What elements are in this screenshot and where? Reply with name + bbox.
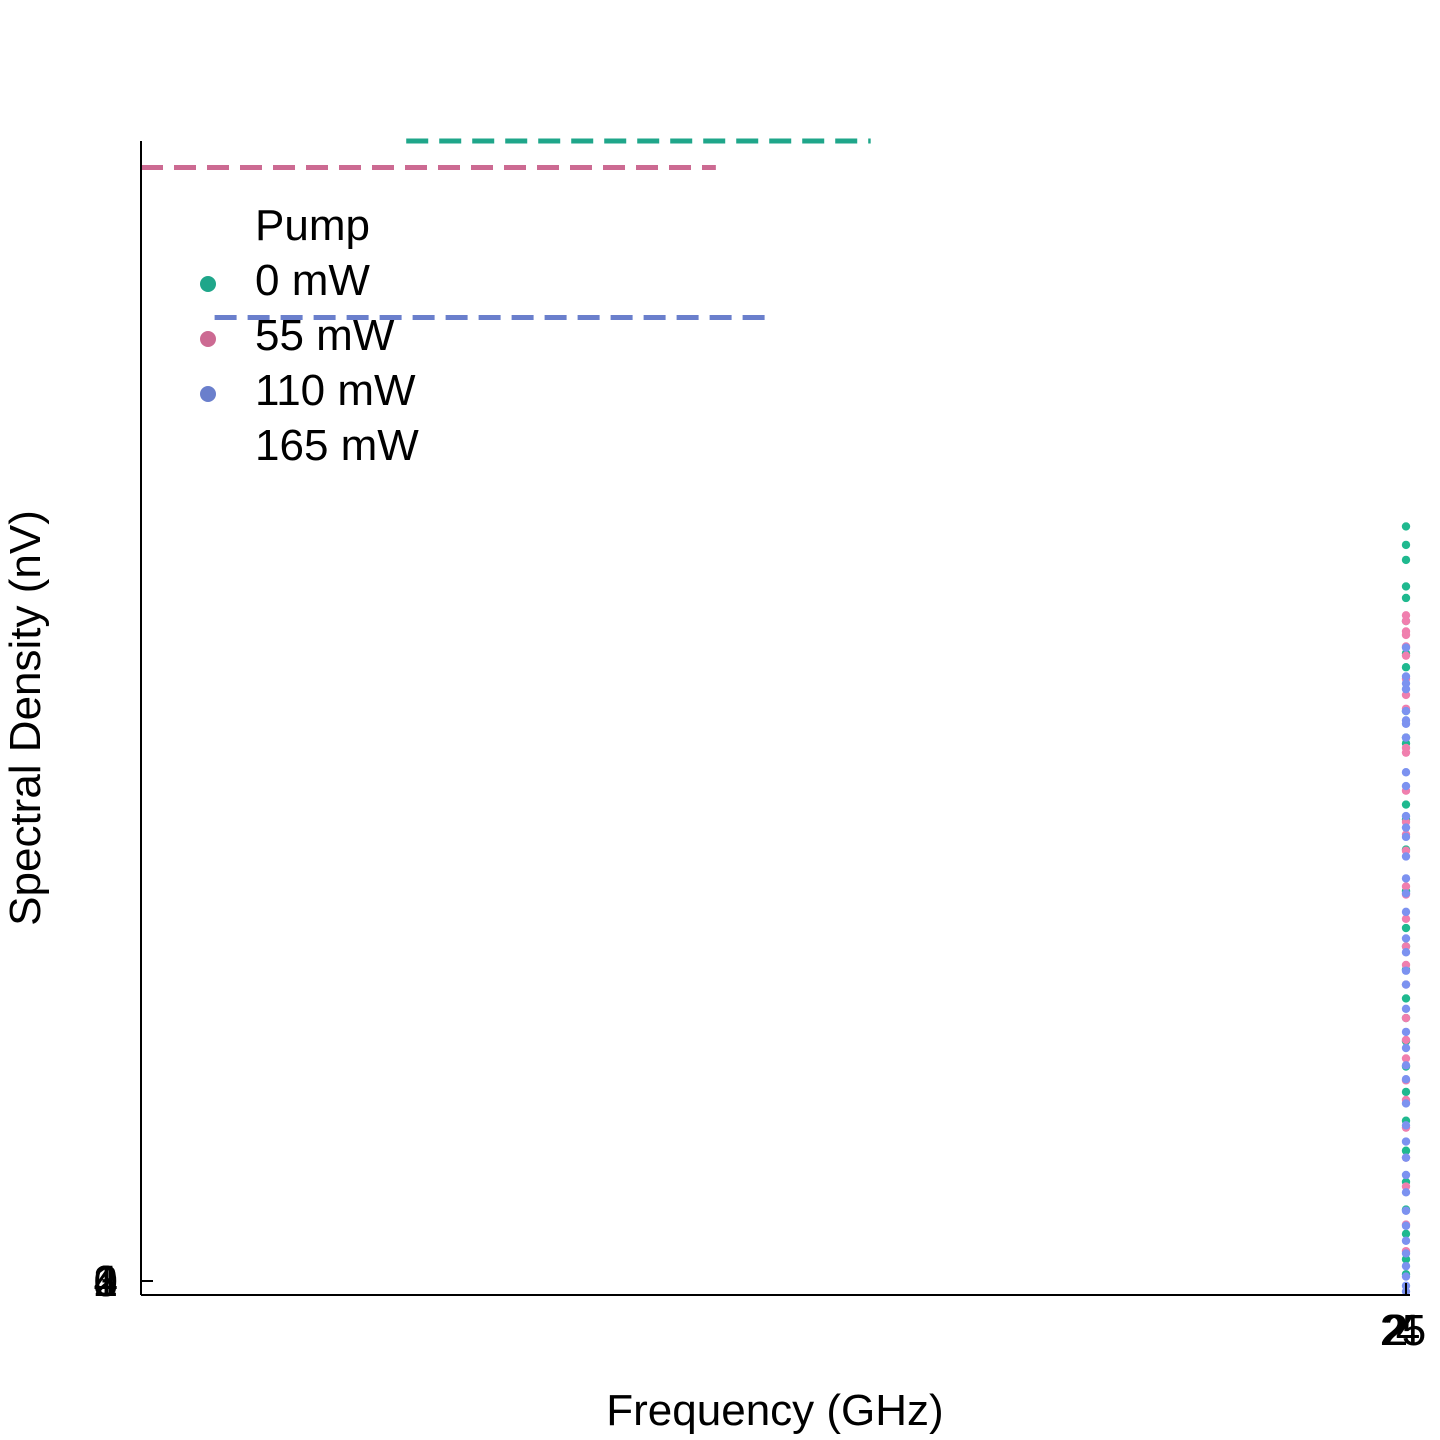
data-point-series2-26 — [1401, 1099, 1411, 1108]
data-point-series1-23 — [1401, 1054, 1411, 1063]
data-point-series1-7 — [1401, 690, 1411, 700]
data-point-series1-5 — [1401, 651, 1411, 660]
data-point-series1-0 — [1401, 611, 1411, 620]
data-point-series2-24 — [1401, 1061, 1411, 1070]
data-point-series1-17 — [1401, 914, 1411, 923]
x-axis-label: Frequency (GHz) — [606, 1386, 943, 1435]
data-point-series0-4 — [1401, 593, 1411, 603]
x-tick-label-2: 2 — [1384, 1306, 1408, 1355]
data-point-series1-10 — [1401, 748, 1411, 757]
data-point-series2-18 — [1401, 948, 1411, 957]
data-point-series2-7 — [1401, 733, 1411, 742]
x-tick-label-4: 5 — [1402, 1306, 1426, 1355]
data-point-series0-24 — [1401, 1146, 1411, 1155]
data-point-series1-12 — [1401, 817, 1411, 827]
data-point-series1-14 — [1401, 846, 1411, 855]
data-point-series2-9 — [1401, 781, 1411, 791]
data-point-series2-13 — [1401, 852, 1411, 861]
data-point-series2-15 — [1401, 889, 1411, 898]
data-point-series2-0 — [1401, 643, 1411, 652]
legend-marker-0mw — [200, 276, 216, 292]
data-point-series0-1 — [1401, 540, 1411, 550]
y-tick-label-1: 1 — [94, 1257, 118, 1306]
data-point-series0-15 — [1401, 923, 1411, 933]
legend-marker-55mw — [200, 331, 216, 347]
data-point-series2-11 — [1401, 823, 1411, 832]
legend-label-55mw: 55 mW — [255, 311, 395, 360]
legend-label-165mw: 165 mW — [255, 421, 419, 470]
data-point-series2-16 — [1401, 907, 1411, 917]
data-point-series2-4 — [1401, 706, 1411, 716]
data-point-series0-3 — [1401, 582, 1411, 591]
data-point-series2-31 — [1401, 1188, 1411, 1197]
data-point-series2-20 — [1401, 980, 1411, 989]
data-point-series1-1 — [1401, 616, 1411, 626]
data-point-series2-30 — [1401, 1170, 1411, 1180]
data-point-series0-2 — [1401, 555, 1411, 565]
data-point-series0-22 — [1401, 1087, 1411, 1097]
data-point-series2-12 — [1401, 832, 1411, 842]
x-tick-label-3: 4 — [1396, 1306, 1420, 1355]
data-point-series2-3 — [1401, 684, 1411, 694]
data-point-series2-21 — [1401, 1004, 1411, 1014]
y-tick-label-0: 0 — [94, 1257, 118, 1306]
data-point-series2-10 — [1401, 811, 1411, 821]
x-tick-label-0: 2 — [1380, 1306, 1404, 1355]
reference-lines — [141, 138, 871, 321]
data-point-series1-19 — [1401, 960, 1411, 970]
legend-label-0mw: 0 mW — [255, 256, 370, 305]
data-point-series0-27 — [1401, 1229, 1411, 1239]
data-point-series1-21 — [1401, 1013, 1411, 1023]
data-point-series2-25 — [1401, 1075, 1411, 1084]
data-point-series2-22 — [1401, 1027, 1411, 1037]
data-point-series1-28 — [1401, 1182, 1411, 1191]
y-tick-label-4: 4 — [94, 1257, 118, 1306]
data-point-series1-22 — [1401, 1035, 1411, 1045]
data-point-series2-6 — [1401, 719, 1411, 728]
scatter-points — [1401, 522, 1411, 1296]
data-point-series2-14 — [1401, 874, 1411, 883]
data-point-series0-18 — [1401, 994, 1411, 1003]
data-point-series2-17 — [1401, 934, 1411, 943]
data-point-series2-1 — [1401, 672, 1411, 681]
y-tick-label-2: 2 — [94, 1257, 118, 1306]
data-point-series1-3 — [1401, 630, 1411, 640]
data-point-series2-32 — [1401, 1206, 1411, 1215]
data-point-series2-28 — [1401, 1137, 1411, 1146]
data-point-series0-0 — [1401, 522, 1411, 531]
y-tick-label-3: 3 — [94, 1257, 118, 1306]
y-axis-label: Spectral Density (nV) — [1, 510, 50, 926]
data-point-series2-8 — [1401, 768, 1411, 777]
data-point-series0-28 — [1401, 1255, 1411, 1264]
data-point-series2-36 — [1401, 1261, 1411, 1271]
x-tick-label-1: 2 — [1382, 1306, 1406, 1355]
legend-marker-110mw — [200, 386, 216, 402]
legend: Pump 0 mW 55 mW 110 mW 165 mW — [200, 201, 419, 470]
data-point-series2-37 — [1401, 1272, 1411, 1281]
data-point-series2-27 — [1401, 1121, 1411, 1130]
data-point-series1-15 — [1401, 882, 1411, 891]
data-point-series1-18 — [1401, 942, 1411, 951]
data-point-series0-7 — [1401, 663, 1411, 672]
data-point-series2-19 — [1401, 966, 1411, 975]
legend-label-110mw: 110 mW — [255, 366, 416, 415]
legend-title: Pump — [255, 201, 370, 250]
data-point-series2-29 — [1401, 1153, 1411, 1162]
data-point-series2-23 — [1401, 1043, 1411, 1053]
data-point-series2-34 — [1401, 1236, 1411, 1245]
data-point-series2-35 — [1401, 1249, 1411, 1258]
data-point-series2-2 — [1401, 679, 1411, 688]
data-point-series0-11 — [1401, 800, 1411, 809]
data-point-series2-33 — [1401, 1221, 1411, 1230]
